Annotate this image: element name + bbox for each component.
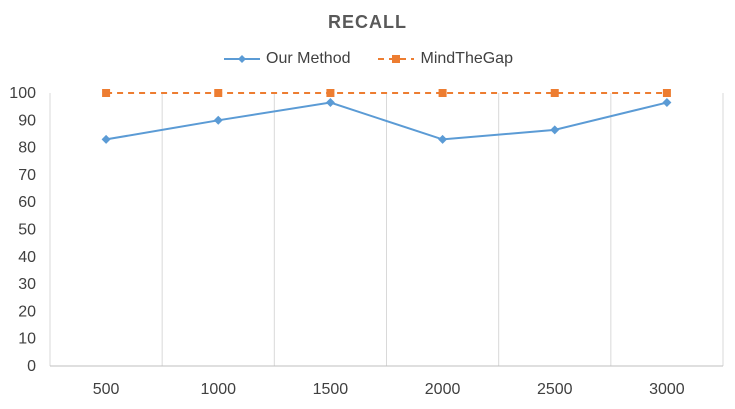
data-point-mindthegap	[102, 89, 111, 97]
y-tick-label: 50	[18, 222, 36, 239]
data-point-our-method	[213, 115, 223, 125]
legend-label-mindthegap: MindTheGap	[420, 50, 513, 67]
y-tick-label: 20	[18, 303, 36, 320]
legend: Our Method MindTheGap	[0, 50, 735, 68]
y-tick-label: 0	[27, 358, 36, 375]
data-point-our-method	[325, 98, 335, 108]
y-tick-label: 30	[18, 276, 36, 293]
data-point-our-method	[550, 125, 560, 135]
y-tick-label: 70	[18, 167, 36, 184]
legend-item-our-method: Our Method	[222, 50, 350, 68]
y-tick-label: 10	[18, 331, 36, 348]
data-point-mindthegap	[438, 89, 447, 97]
data-point-mindthegap	[550, 89, 559, 97]
data-point-our-method	[101, 134, 111, 144]
y-tick-label: 40	[18, 249, 36, 266]
data-point-mindthegap	[326, 89, 335, 97]
x-tick-label: 500	[93, 381, 120, 398]
y-tick-label: 60	[18, 194, 36, 211]
data-point-mindthegap	[662, 89, 671, 97]
x-tick-label: 2500	[537, 381, 573, 398]
legend-swatch-mindthegap	[378, 55, 415, 63]
data-point-our-method	[438, 134, 448, 144]
x-tick-label: 1500	[313, 381, 349, 398]
x-tick-label: 1000	[200, 381, 236, 398]
x-tick-label: 2000	[425, 381, 461, 398]
series-line-our-method	[105, 101, 668, 141]
x-tick-label: 3000	[649, 381, 685, 398]
legend-swatch-our-method	[224, 55, 260, 63]
legend-label-our-method: Our Method	[266, 50, 351, 67]
y-tick-label: 90	[18, 112, 36, 129]
legend-item-mindthegap: MindTheGap	[376, 50, 513, 68]
data-point-mindthegap	[214, 89, 223, 97]
y-tick-label: 100	[9, 85, 36, 102]
y-tick-label: 80	[18, 140, 36, 157]
chart-title: RECALL	[328, 12, 407, 32]
data-point-our-method	[662, 98, 672, 108]
